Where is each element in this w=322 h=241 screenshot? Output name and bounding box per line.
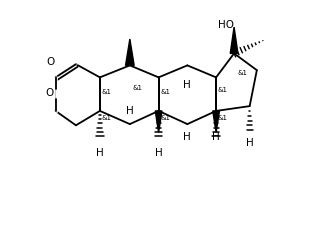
Text: H: H <box>184 132 191 142</box>
Text: &1: &1 <box>238 70 248 76</box>
Text: H: H <box>246 138 253 148</box>
Text: &1: &1 <box>218 87 228 93</box>
Text: H: H <box>155 148 163 158</box>
Text: &1: &1 <box>218 115 228 121</box>
Text: H: H <box>126 106 134 116</box>
Polygon shape <box>155 111 162 133</box>
Text: H: H <box>212 132 220 142</box>
Text: O: O <box>45 88 54 98</box>
Text: &1: &1 <box>132 85 142 91</box>
Text: H: H <box>184 80 191 90</box>
Text: O: O <box>47 57 55 67</box>
Polygon shape <box>213 111 220 133</box>
Text: H: H <box>96 148 104 158</box>
Text: &1: &1 <box>160 115 170 121</box>
Text: HO: HO <box>218 20 234 30</box>
Polygon shape <box>126 39 134 65</box>
Text: &1: &1 <box>160 89 170 95</box>
Text: &1: &1 <box>101 89 112 95</box>
Text: &1: &1 <box>101 115 112 121</box>
Polygon shape <box>230 27 238 54</box>
